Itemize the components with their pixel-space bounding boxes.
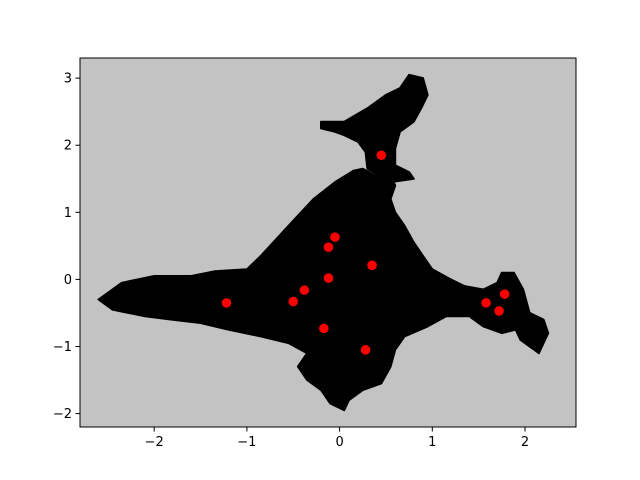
x-tick-label: 1 — [428, 435, 436, 450]
land-region-main — [97, 167, 550, 412]
y-tick-label: 3 — [64, 72, 72, 87]
data-point-1 — [376, 150, 387, 161]
y-tick-label: 1 — [64, 206, 72, 221]
data-point-11 — [481, 298, 491, 308]
data-point-6 — [299, 285, 310, 295]
x-tick-label: −2 — [145, 435, 164, 450]
data-point-4 — [367, 260, 377, 271]
y-tick-label: 2 — [64, 139, 72, 154]
data-point-9 — [319, 323, 329, 334]
data-point-7 — [221, 298, 232, 308]
data-point-13 — [494, 306, 504, 316]
y-tick-label: −1 — [53, 340, 72, 355]
data-point-12 — [499, 289, 510, 299]
region-layer — [97, 73, 550, 412]
points-layer — [221, 150, 510, 355]
data-point-5 — [323, 273, 334, 283]
axes-frame — [79, 57, 577, 428]
x-tick-label: 0 — [335, 435, 343, 450]
axes-layer: −2 −1 0 1 2 −2 −1 0 1 2 3 — [53, 57, 577, 450]
x-tick-label: 2 — [521, 435, 529, 450]
data-point-2 — [330, 232, 340, 242]
y-tick-label: −2 — [53, 407, 72, 422]
data-point-8 — [288, 296, 299, 307]
data-point-3 — [323, 242, 334, 252]
land-region-north — [320, 73, 429, 184]
y-tick-label: 0 — [64, 273, 72, 288]
x-tick-label: −1 — [237, 435, 256, 450]
data-point-10 — [360, 345, 371, 355]
